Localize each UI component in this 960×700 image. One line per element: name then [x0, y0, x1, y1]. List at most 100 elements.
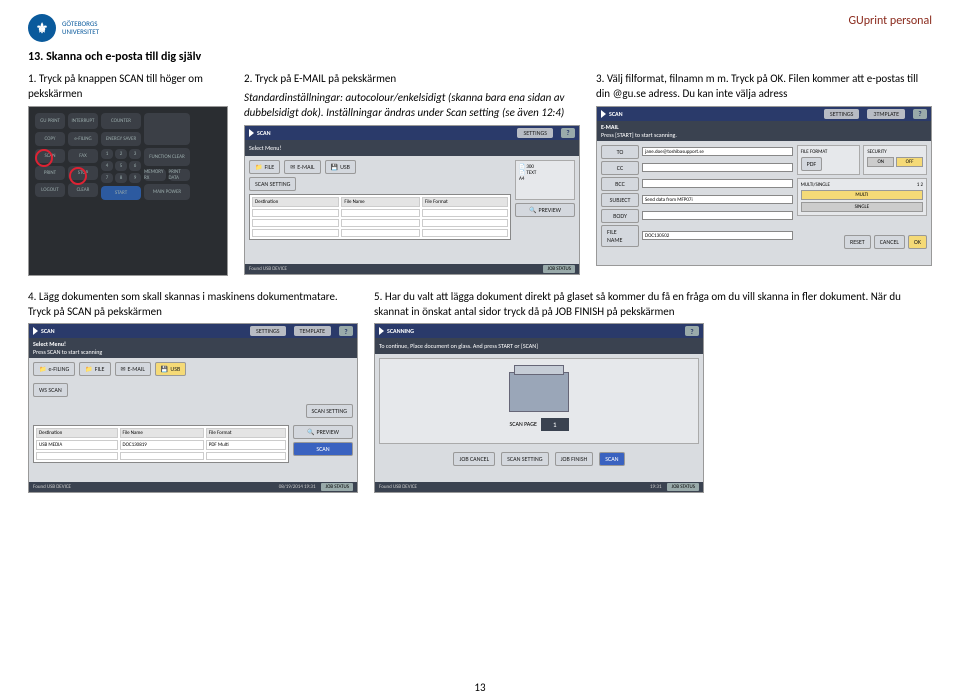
screenshot-scan-menu: SCAN SETTINGS ? Select Menu! 📁 FILE ✉ E-… — [244, 125, 580, 275]
security-on[interactable]: ON — [867, 157, 894, 167]
filename-button[interactable]: FILE NAME — [601, 225, 639, 247]
screenshot-control-panel: GU PRINT COPY SCAN PRINT LOGOUT INTERRUP… — [28, 106, 228, 276]
cancel-button[interactable]: CANCEL — [874, 235, 905, 249]
panel-label: START — [115, 190, 127, 196]
usb-button[interactable]: 💾 USB — [155, 362, 186, 376]
multi-option[interactable]: MULTI — [801, 190, 923, 200]
help-icon[interactable]: ? — [685, 326, 699, 336]
step-1: 1. Tryck på knappen SCAN till höger om p… — [28, 72, 228, 276]
panel-fax-button[interactable]: FAX — [68, 149, 98, 163]
logo-text: GÖTEBORGS UNIVERSITET — [62, 20, 99, 35]
keypad-4[interactable]: 4 — [101, 161, 113, 171]
shot-footer: Found USB DEVICE JOB STATUS — [245, 264, 579, 274]
subbar-text: Press [START] to start scanning. — [601, 131, 677, 139]
row-2: 4. Lägg dokumenten som skall skannas i m… — [28, 290, 932, 494]
step-4: 4. Lägg dokumenten som skall skannas i m… — [28, 290, 358, 494]
keypad-6[interactable]: 6 — [129, 161, 141, 171]
panel-logout-button[interactable]: LOGOUT — [35, 183, 65, 197]
triangle-icon — [379, 327, 384, 335]
template-button[interactable]: 3TMPLATE — [867, 109, 905, 119]
cc-button[interactable]: CC — [601, 161, 639, 175]
template-button[interactable]: TEMPLATE — [294, 326, 331, 336]
panel-guprint-button[interactable]: GU PRINT — [35, 113, 65, 129]
keypad-8[interactable]: 8 — [115, 173, 127, 183]
footer-time: 19:31 — [650, 484, 661, 490]
panel-interrupt-button[interactable]: INTERRUPT — [68, 113, 98, 129]
email-button[interactable]: ✉ E-MAIL — [115, 362, 151, 376]
subject-field[interactable]: Send data from MFP07i — [642, 195, 793, 204]
col-destination: Destination — [36, 428, 118, 438]
keypad-5[interactable]: 5 — [115, 161, 127, 171]
fileformat-select[interactable]: PDF — [801, 157, 823, 171]
logo-line2: UNIVERSITET — [62, 28, 99, 36]
jobfinish-button[interactable]: JOB FINISH — [555, 452, 594, 466]
keypad-1[interactable]: 1 — [101, 149, 113, 159]
jobstatus-button[interactable]: JOB STATUS — [543, 265, 575, 273]
security-pane: SECURITY ON OFF — [863, 145, 927, 175]
help-icon[interactable]: ? — [561, 128, 575, 138]
col-destination: Destination — [252, 197, 339, 207]
subject-button[interactable]: SUBJECT — [601, 193, 639, 207]
usb-button[interactable]: 💾 USB — [325, 160, 356, 174]
panel-function-clear-button[interactable]: FUNCTION CLEAR — [144, 148, 190, 166]
panel-energysaver-button[interactable]: ENERGY SAVER — [101, 132, 141, 146]
bcc-field[interactable] — [642, 179, 793, 188]
keypad-7[interactable]: 7 — [101, 173, 113, 183]
keypad-9[interactable]: 9 — [129, 173, 141, 183]
bcc-button[interactable]: BCC — [601, 177, 639, 191]
keypad-3[interactable]: 3 — [129, 149, 141, 159]
filename-field[interactable]: DOC130502 — [642, 231, 793, 240]
file-button[interactable]: 📁 FILE — [249, 160, 280, 174]
panel-counter-button[interactable]: COUNTER — [101, 113, 141, 129]
jobstatus-button[interactable]: JOB STATUS — [321, 483, 353, 491]
settings-button[interactable]: SETTINGS — [824, 109, 860, 119]
wsscan-button[interactable]: WS SCAN — [33, 383, 68, 397]
shot-footer: Found USB DEVICE 19:31 JOB STATUS — [375, 482, 703, 492]
scan-button[interactable]: SCAN — [293, 442, 353, 456]
panel-label: LOGOUT — [41, 187, 58, 193]
col-filename: File Name — [120, 428, 204, 438]
preview-button[interactable]: 🔍 PREVIEW — [515, 203, 575, 217]
panel-label: FUNCTION CLEAR — [149, 154, 185, 160]
scansetting-button[interactable]: SCAN SETTING — [306, 404, 353, 418]
panel-copy-button[interactable]: COPY — [35, 132, 65, 146]
highlight-ring-icon — [35, 149, 53, 167]
step-5: 5. Har du valt att lägga dokument direkt… — [374, 290, 932, 494]
ok-button[interactable]: OK — [908, 235, 927, 249]
keypad-2[interactable]: 2 — [115, 149, 127, 159]
single-option[interactable]: SINGLE — [801, 202, 923, 212]
security-off[interactable]: OFF — [896, 157, 923, 167]
jobcancel-button[interactable]: JOB CANCEL — [453, 452, 495, 466]
file-button[interactable]: 📁 FILE — [79, 362, 110, 376]
help-icon[interactable]: ? — [339, 326, 353, 336]
settings-button[interactable]: SETTINGS — [250, 326, 286, 336]
panel-label: CLEAR — [77, 187, 90, 193]
scansetting-button[interactable]: SCAN SETTING — [501, 452, 548, 466]
cc-field[interactable] — [642, 163, 793, 172]
panel-start-button[interactable]: START — [101, 186, 141, 200]
preview-button[interactable]: 🔍 PREVIEW — [293, 425, 353, 439]
triangle-icon — [249, 129, 254, 137]
shot-subbar: Select Menu! — [245, 140, 579, 156]
screenshot-scanning: SCANNING ? To continue, Place document o… — [374, 323, 704, 493]
body-field[interactable] — [642, 211, 793, 220]
to-button[interactable]: TO — [601, 145, 639, 159]
to-field[interactable]: jane.doe@toshibasupport.se — [642, 147, 793, 156]
scansetting-button[interactable]: SCAN SETTING — [249, 177, 296, 191]
help-icon[interactable]: ? — [913, 109, 927, 119]
subbar-text: Select Menu! — [249, 144, 281, 152]
reset-button[interactable]: RESET — [844, 235, 871, 249]
panel-efiling-button[interactable]: e-FILING — [68, 132, 98, 146]
panel-mainpower-button[interactable]: MAIN POWER — [144, 184, 190, 200]
panel-clear-button[interactable]: CLEAR — [68, 183, 98, 197]
scan-button[interactable]: SCAN — [599, 452, 624, 466]
shot-subbar: Select Menu! Press SCAN to start scannin… — [29, 338, 357, 358]
body-button[interactable]: BODY — [601, 209, 639, 223]
side-pane: 📄 300📄 TEXTA4 — [515, 160, 575, 200]
jobstatus-button[interactable]: JOB STATUS — [667, 483, 699, 491]
email-button[interactable]: ✉ E-MAIL — [284, 160, 320, 174]
settings-button[interactable]: SETTINGS — [517, 128, 553, 138]
panel-print-button[interactable]: PRINT — [35, 166, 65, 180]
efiling-button[interactable]: 📁 e-FILING — [33, 362, 75, 376]
btn-label: PREVIEW — [317, 428, 339, 436]
